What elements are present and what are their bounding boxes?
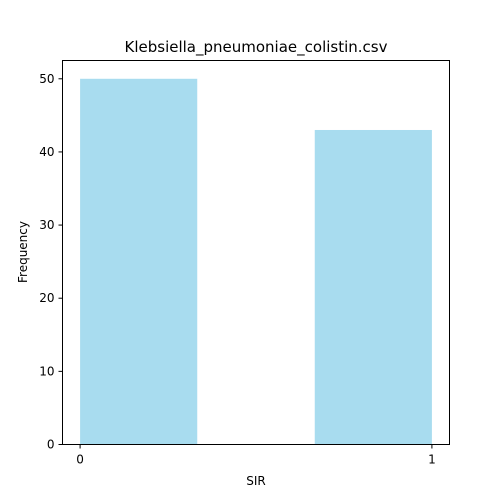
x-tick-label: 0 bbox=[76, 453, 84, 467]
x-axis-label: SIR bbox=[246, 474, 266, 488]
y-tick-label: 50 bbox=[39, 72, 54, 86]
y-axis-label: Frequency bbox=[16, 221, 30, 283]
chart-title: Klebsiella_pneumoniae_colistin.csv bbox=[125, 38, 388, 57]
y-tick-label: 30 bbox=[39, 218, 54, 232]
histogram-bar-0 bbox=[80, 79, 197, 445]
y-tick-label: 0 bbox=[47, 438, 55, 452]
histogram-bar-1 bbox=[315, 130, 432, 445]
y-tick-label: 20 bbox=[39, 291, 54, 305]
bars-layer bbox=[80, 79, 432, 445]
x-tick-label: 1 bbox=[428, 453, 436, 467]
y-tick-label: 40 bbox=[39, 145, 54, 159]
y-tick-label: 10 bbox=[39, 364, 54, 378]
